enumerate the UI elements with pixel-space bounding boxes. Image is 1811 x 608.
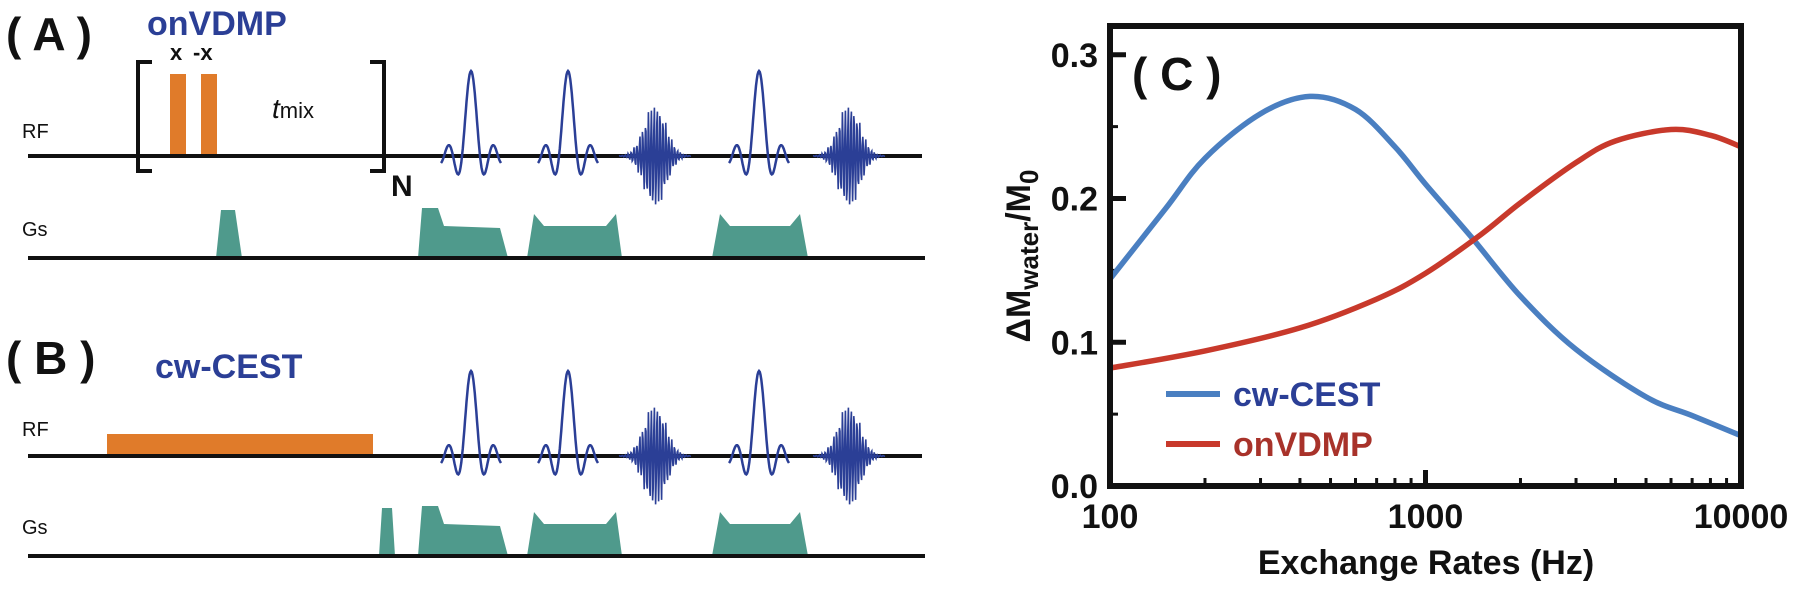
rf-sinc-pulse	[536, 368, 600, 476]
chart-series	[1107, 93, 1744, 439]
y-tick-label: 0.3	[1051, 37, 1098, 75]
chart-y-axis-title: ΔMwater/M0	[1000, 170, 1044, 343]
readout-gradient-lobe	[418, 506, 508, 556]
readout-gradient-lobe	[712, 512, 808, 556]
panel-a-readout-gradients	[418, 208, 808, 258]
phase-minus-x-label: -x	[193, 40, 213, 65]
panel-a-rf-label: RF	[22, 121, 49, 143]
panel-a-readout	[439, 68, 886, 205]
loop-bracket-left	[136, 60, 152, 173]
panel-b-crusher-gradient	[379, 508, 395, 556]
legend-label-cw-cest: cw-CEST	[1233, 376, 1381, 414]
echo-signal	[618, 107, 692, 205]
panel-b-title: cw-CEST	[155, 348, 303, 386]
panel-b-readout	[439, 368, 886, 505]
rf-sinc-pulse	[439, 368, 503, 476]
cw-saturation-pulse	[107, 434, 373, 456]
chart-panel-label: ( C )	[1132, 48, 1221, 100]
panel-a: ( A ) onVDMP x -x N tmix RF Gs	[6, 5, 925, 260]
rf-sinc-pulse	[536, 68, 600, 176]
panel-b-readout-gradients	[418, 506, 808, 556]
chart-tick-labels: 100 1000 10000 0.0 0.1 0.2 0.3	[1051, 37, 1789, 536]
x-tick-label: 1000	[1388, 498, 1464, 536]
legend-label-onvdmp: onVDMP	[1233, 426, 1373, 464]
panel-b-gs-label: Gs	[22, 517, 48, 539]
panel-b-rf-label: RF	[22, 419, 49, 441]
panel-b-label: ( B )	[6, 332, 95, 384]
phase-x-label: x	[170, 40, 183, 65]
chart-frame	[1107, 23, 1744, 489]
series-line-onvdmp	[1107, 126, 1744, 371]
panel-b: ( B ) cw-CEST RF Gs	[6, 332, 925, 558]
readout-gradient-lobe	[527, 512, 622, 556]
panel-a-title: onVDMP	[147, 5, 287, 43]
readout-gradient-lobe	[418, 208, 508, 258]
rf-sinc-pulse	[727, 368, 791, 476]
readout-gradient-lobe	[527, 214, 622, 258]
chart-legend: cw-CEST onVDMP	[1166, 376, 1381, 464]
y-tick-label: 0.2	[1051, 181, 1098, 219]
rf-sinc-pulse	[439, 68, 503, 176]
series-line-cw-cest	[1107, 93, 1744, 439]
readout-gradient-lobe	[712, 214, 808, 258]
echo-signal	[812, 407, 886, 505]
panel-a-crusher-gradient	[216, 210, 242, 258]
chart-x-axis-title: Exchange Rates (Hz)	[1258, 544, 1594, 582]
panel-c: ( C ) 100 1000 10000 0.0 0.1 0.2 0.3 Exchange …	[1000, 23, 1789, 582]
loop-count-label: N	[391, 170, 413, 203]
loop-bracket-right	[370, 60, 386, 173]
x-tick-label: 10000	[1694, 498, 1789, 536]
y-tick-label: 0.0	[1051, 468, 1098, 506]
x-tick-label: 100	[1082, 498, 1139, 536]
rf-sinc-pulse	[727, 68, 791, 176]
y-tick-label: 0.1	[1051, 324, 1098, 362]
echo-signal	[618, 407, 692, 505]
vdmp-pulse-x	[170, 74, 186, 156]
panel-a-label: ( A )	[6, 8, 92, 60]
panel-a-gs-label: Gs	[22, 219, 48, 241]
tmix-label: tmix	[272, 93, 314, 124]
vdmp-pulse-minus-x	[201, 74, 217, 156]
echo-signal	[812, 107, 886, 205]
